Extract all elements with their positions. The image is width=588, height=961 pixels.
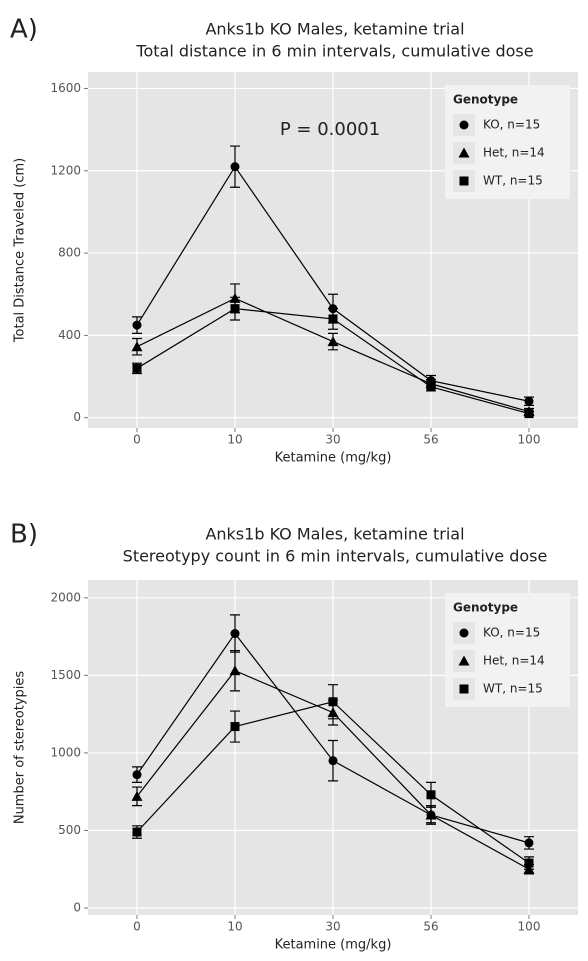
y-tick-label: 400 [58,328,81,342]
marker [230,722,240,732]
panel-label: B) [10,520,38,550]
marker [458,655,470,666]
x-tick-label: 100 [518,920,541,934]
y-tick-label: 500 [58,823,81,837]
legend-label: KO, n=15 [483,626,540,640]
marker [524,838,534,848]
x-tick-label: 10 [227,433,242,447]
marker [524,858,534,868]
x-tick-label: 56 [423,920,438,934]
x-tick-label: 56 [423,433,438,447]
marker [426,790,436,800]
x-tick-label: 30 [325,920,340,934]
legend-label: Het, n=14 [483,654,545,668]
marker [524,396,534,406]
marker [230,162,240,172]
marker [426,382,436,392]
y-tick-label: 1000 [50,745,81,759]
marker [459,120,469,130]
marker [459,628,469,638]
marker [459,176,469,186]
y-tick-label: 1200 [50,163,81,177]
legend-title: Genotype [453,601,518,615]
marker [458,147,470,158]
marker [328,314,338,324]
marker [230,304,240,314]
legend-label: WT, n=15 [483,174,543,188]
x-axis-label: Ketamine (mg/kg) [275,451,392,466]
marker [328,756,338,766]
chart-subtitle: Stereotypy count in 6 min intervals, cum… [123,547,548,566]
x-tick-label: 0 [133,920,141,934]
marker [132,770,142,780]
marker [132,827,142,837]
chart-title: Anks1b KO Males, ketamine trial [205,20,464,39]
x-tick-label: 100 [518,433,541,447]
y-tick-label: 2000 [50,590,81,604]
marker [131,341,143,352]
x-axis-label: Ketamine (mg/kg) [275,938,392,953]
x-tick-label: 0 [133,433,141,447]
panel-label: A) [10,15,38,45]
legend-label: Het, n=14 [483,146,545,160]
marker [459,684,469,694]
x-tick-label: 30 [325,433,340,447]
marker [132,320,142,330]
marker [230,629,240,639]
marker [425,809,437,820]
y-axis-label: Number of stereotypies [13,671,28,825]
marker [131,790,143,801]
chart-title: Anks1b KO Males, ketamine trial [205,525,464,544]
marker [524,409,534,419]
y-tick-label: 1600 [50,81,81,95]
marker [132,363,142,373]
annotation: P = 0.0001 [280,119,380,140]
x-tick-label: 10 [227,920,242,934]
legend-label: KO, n=15 [483,118,540,132]
legend-title: Genotype [453,93,518,107]
marker [327,336,339,347]
marker [229,665,241,676]
legend-label: WT, n=15 [483,682,543,696]
y-tick-label: 800 [58,246,81,260]
y-tick-label: 0 [73,410,81,424]
y-axis-label: Total Distance Traveled (cm) [13,158,28,343]
marker [328,697,338,707]
chart-subtitle: Total distance in 6 min intervals, cumul… [135,42,533,61]
y-tick-label: 1500 [50,668,81,682]
y-tick-label: 0 [73,901,81,915]
